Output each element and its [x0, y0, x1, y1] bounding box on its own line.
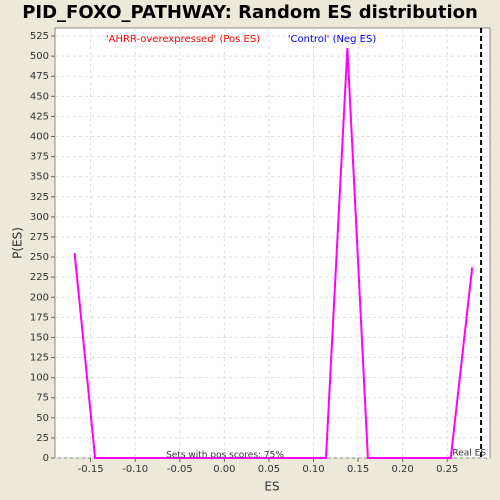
annotation: 'AHRR-overexpressed' (Pos ES) [106, 34, 260, 45]
y-tick-label: 250 [30, 252, 49, 263]
series-line [73, 48, 474, 459]
x-tick-label: 0.15 [347, 464, 369, 475]
y-tick-label: 300 [30, 212, 49, 223]
x-tick-label: -0.10 [122, 464, 148, 475]
annotation: Sets with pos scores: 75% [166, 451, 284, 461]
chart-title: PID_FOXO_PATHWAY: Random ES distribution [22, 2, 478, 23]
y-tick-label: 350 [30, 172, 49, 183]
x-tick-label: 0.00 [213, 464, 235, 475]
y-tick-label: 450 [30, 91, 49, 102]
y-tick-label: 325 [30, 192, 49, 203]
y-tick-label: 175 [30, 312, 49, 323]
y-tick-label: 100 [30, 373, 49, 384]
x-tick-label: 0.05 [258, 464, 280, 475]
plot-area [54, 27, 491, 459]
y-tick-label: 25 [36, 433, 49, 444]
x-axis-label: ES [264, 480, 279, 494]
y-tick-label: 125 [30, 353, 49, 364]
real-es-label: Real ES [452, 449, 486, 459]
y-tick-label: 0 [43, 453, 49, 464]
y-tick-label: 375 [30, 152, 49, 163]
x-tick-label: -0.05 [167, 464, 193, 475]
annotation: 'Control' (Neg ES) [288, 34, 377, 45]
y-tick-label: 475 [30, 71, 49, 82]
x-tick-label: 0.25 [436, 464, 458, 475]
y-tick-label: 425 [30, 111, 49, 122]
x-tick-label: 0.10 [302, 464, 324, 475]
y-tick-label: 200 [30, 292, 49, 303]
x-tick-label: -0.15 [78, 464, 104, 475]
y-tick-label: 150 [30, 332, 49, 343]
y-tick-label: 525 [30, 31, 49, 42]
y-tick-label: 500 [30, 51, 49, 62]
x-tick-label: 0.20 [392, 464, 414, 475]
y-tick-label: 75 [36, 393, 49, 404]
y-tick-label: 275 [30, 232, 49, 243]
y-tick-label: 50 [36, 413, 49, 424]
y-tick-label: 400 [30, 132, 49, 143]
y-tick-label: 225 [30, 272, 49, 283]
y-axis-label: P(ES) [11, 227, 25, 259]
